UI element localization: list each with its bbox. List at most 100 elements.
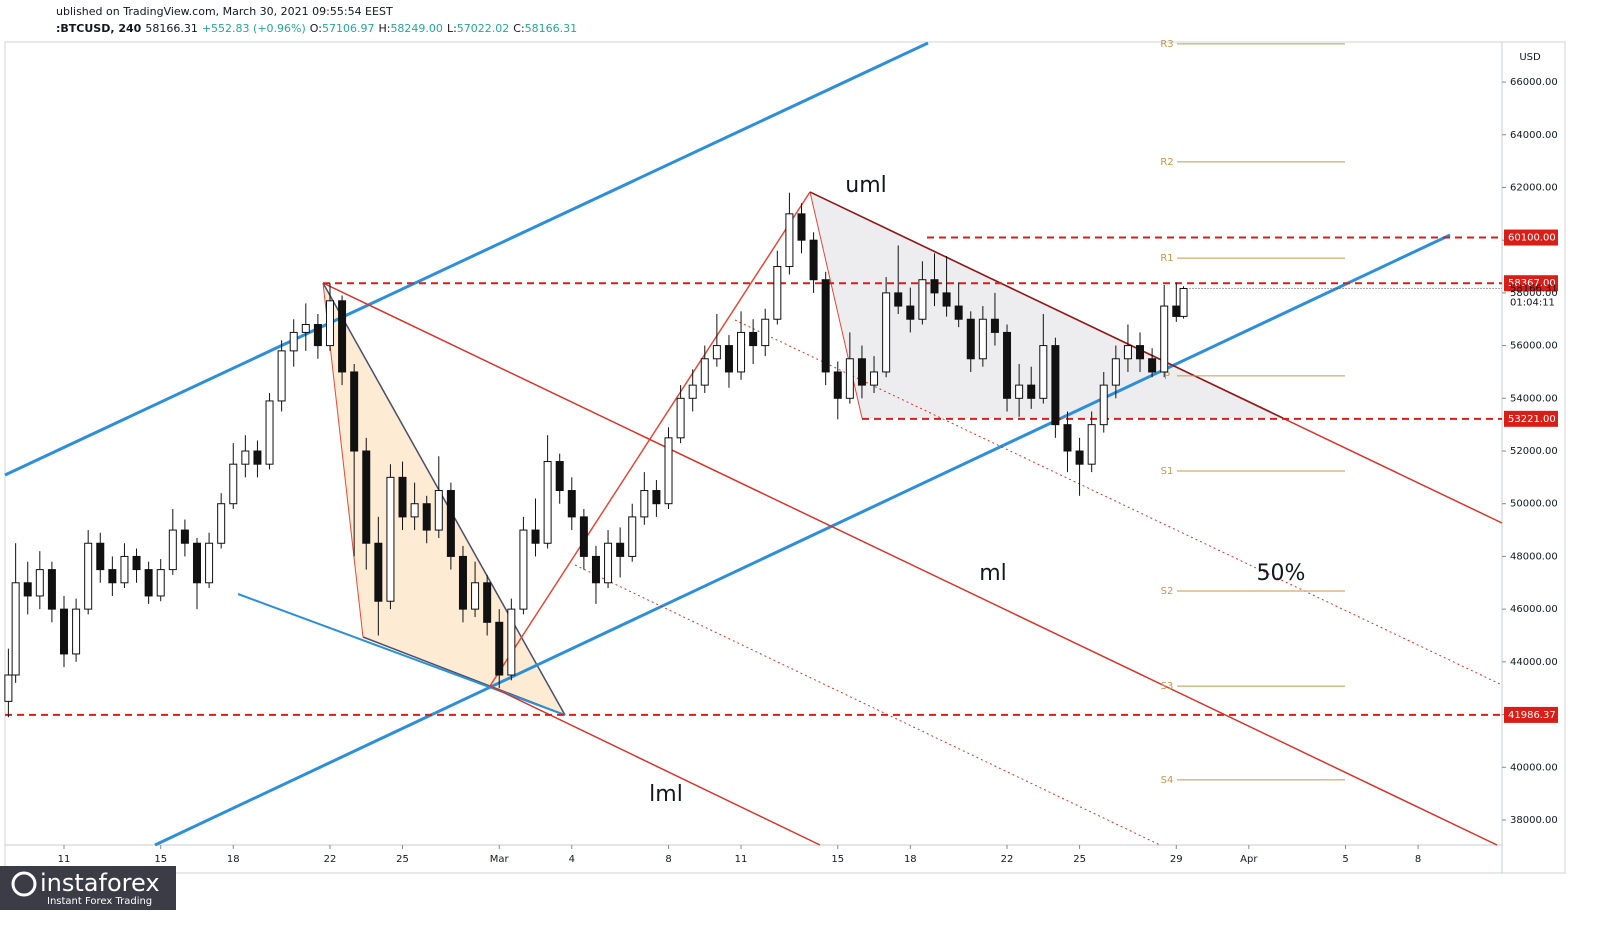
candle-body: [241, 450, 250, 465]
frame: [4, 41, 1566, 874]
symbol-line: :BTCUSD, 240 58166.31 +552.83 (+0.96%) O:57…: [56, 22, 577, 35]
candle-body: [724, 345, 733, 373]
candle-body: [1099, 384, 1108, 426]
header-field: 58166.31: [525, 22, 578, 35]
candle-body: [1179, 288, 1188, 317]
candle-body: [628, 516, 637, 557]
candle-body: [954, 305, 963, 320]
y-tick-label: 44000.00: [1510, 657, 1558, 668]
y-tick-label: 66000.00: [1510, 77, 1558, 88]
candle-body: [410, 503, 419, 518]
x-tick-label: 22: [1001, 854, 1014, 865]
x-tick-label: 4: [569, 854, 575, 865]
candle-body: [857, 358, 866, 386]
candle-body: [23, 582, 32, 597]
candle-body: [906, 305, 915, 320]
pivot-label: S1: [1161, 466, 1174, 477]
y-tick-label: 46000.00: [1510, 604, 1558, 615]
candle-body: [737, 331, 746, 373]
candle-body: [96, 542, 105, 571]
candle-body: [809, 239, 818, 281]
logo-tagline: Instant Forex Trading: [47, 896, 152, 907]
candle-body: [229, 463, 238, 505]
candle-body: [374, 542, 383, 602]
candle-body: [870, 371, 879, 386]
median-line: [322, 282, 1498, 846]
pivot-label: R2: [1160, 157, 1173, 168]
candle-body: [350, 371, 359, 452]
level-tag: [1504, 229, 1558, 246]
candle-body: [543, 461, 552, 544]
candle-body: [47, 569, 56, 610]
current-price-label: 58166.31: [1510, 284, 1558, 295]
candle-body: [519, 529, 528, 610]
candle-body: [845, 358, 854, 399]
header-field: 57106.97: [322, 22, 375, 35]
level-label: 53221.00: [1508, 414, 1556, 425]
y-tick-label: 58000.00: [1510, 288, 1558, 299]
candle-body: [205, 542, 214, 584]
pivot-label: P: [1164, 371, 1170, 382]
candle-body: [180, 529, 189, 544]
y-tick-label: 62000.00: [1510, 182, 1558, 193]
currency-label: USD: [1519, 52, 1541, 63]
y-tick-label: 38000.00: [1510, 815, 1558, 826]
level-label: 41986.37: [1508, 710, 1556, 721]
candle-body: [1172, 305, 1181, 317]
candle-body: [761, 318, 770, 347]
x-tick-label: 18: [227, 854, 240, 865]
x-tick-label: Apr: [1240, 854, 1258, 865]
channel-line: [154, 233, 1451, 847]
candle-body: [84, 542, 93, 610]
candle-body: [446, 490, 455, 557]
candle-body: [1087, 424, 1096, 465]
candle-body: [386, 476, 395, 602]
annotation: ml: [979, 561, 1007, 586]
candle-body: [833, 371, 842, 399]
candle-body: [192, 542, 201, 584]
header-field: :BTCUSD, 240: [56, 22, 142, 35]
x-tick-label: 5: [1342, 854, 1348, 865]
candle-body: [398, 476, 407, 518]
candle-body: [966, 318, 975, 360]
x-tick-label: 18: [904, 854, 917, 865]
candle-body: [72, 608, 81, 655]
header-field: C:: [513, 22, 524, 35]
candle-body: [531, 529, 540, 544]
candle-body: [253, 450, 262, 465]
y-tick-label: 40000.00: [1510, 762, 1558, 773]
x-tick-label: 15: [154, 854, 167, 865]
candle-body: [1123, 345, 1132, 360]
header-field: 57022.02: [457, 22, 510, 35]
level-tag: [1504, 410, 1558, 427]
level-tag: [1504, 275, 1558, 292]
pivot-label: S3: [1161, 681, 1174, 692]
candle-body: [797, 213, 806, 241]
candle-body: [217, 503, 226, 544]
candle-body: [821, 279, 830, 373]
candle-body: [289, 331, 298, 352]
candle-body: [277, 350, 286, 402]
candle-body: [942, 292, 951, 307]
lower-median-line: [489, 685, 821, 846]
header-field: 58166.31: [145, 22, 198, 35]
symbol-header: :BTCUSD, 240 58166.31 +552.83 (+0.96%) O:57…: [56, 22, 577, 35]
y-tick-label: 64000.00: [1510, 130, 1558, 141]
wedge-line: [322, 282, 566, 716]
header-field: O:: [310, 22, 322, 35]
candle-body: [591, 555, 600, 584]
candle-body: [652, 490, 661, 505]
logo-icon: [11, 871, 37, 897]
candle-body: [1136, 345, 1145, 360]
candle-body: [930, 279, 939, 294]
candle-body: [362, 450, 371, 544]
candle-body: [325, 300, 334, 347]
candle-body: [1027, 384, 1036, 399]
candle-body: [882, 292, 891, 373]
candle-body: [785, 213, 794, 268]
candle-body: [555, 461, 564, 492]
candle-body: [664, 437, 673, 505]
support-line: [237, 593, 566, 716]
x-tick-label: 15: [831, 854, 844, 865]
